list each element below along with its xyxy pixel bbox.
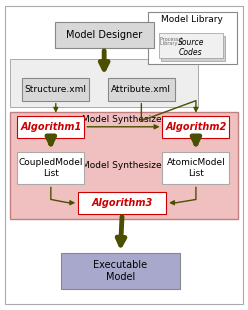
Bar [159,33,223,58]
Text: Model Library: Model Library [161,16,223,24]
Bar [162,116,229,138]
Bar [78,192,166,214]
Bar [10,59,198,107]
Bar [17,152,84,184]
Text: Algorithm3: Algorithm3 [92,198,153,208]
Text: Algorithm2: Algorithm2 [165,122,226,132]
Text: Model Synthesizer: Model Synthesizer [82,115,166,124]
Text: Library B: Library B [160,41,182,46]
Text: AtomicModel
List: AtomicModel List [167,158,225,178]
Text: Model Designer: Model Designer [66,30,142,40]
Bar [61,253,180,289]
Text: Source
Codes: Source Codes [178,38,204,57]
Bar [161,36,225,61]
Bar [22,78,89,101]
Bar [55,22,154,48]
Text: Structure.xml: Structure.xml [25,85,87,94]
Text: CoupledModel
List: CoupledModel List [19,158,83,178]
Bar [17,116,84,138]
Text: Attribute.xml: Attribute.xml [111,85,171,94]
Text: Process A: Process A [160,37,183,42]
Text: Model Synthesizer: Model Synthesizer [82,161,166,170]
Bar [162,152,229,184]
Bar [148,12,237,64]
Bar [108,78,175,101]
Text: Algorithm1: Algorithm1 [20,122,81,132]
Bar [10,112,238,219]
Text: Executable
Model: Executable Model [93,260,147,282]
